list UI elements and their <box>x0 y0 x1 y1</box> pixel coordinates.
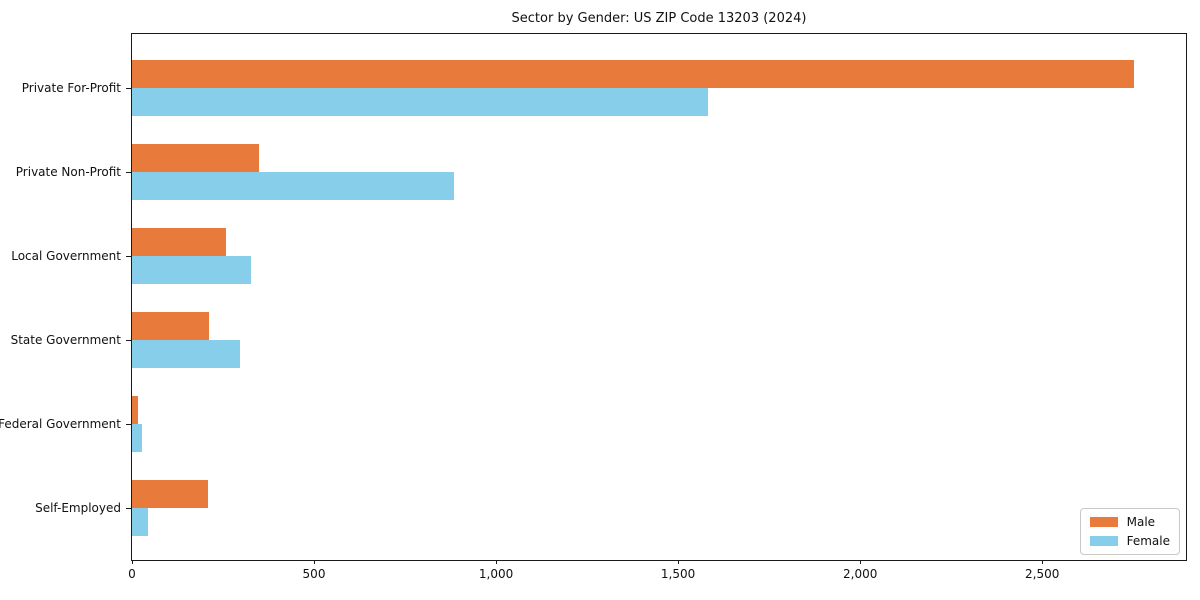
x-tick-label-2-500: 2,500 <box>1025 567 1060 581</box>
bar-male-private-for-profit <box>132 60 1135 88</box>
x-tick-2-000 <box>860 560 862 564</box>
plot-area: Private For-Profit Private Non-Profit Loca… <box>0 33 1187 581</box>
x-tick-1-000 <box>496 560 498 564</box>
legend-label-male: Male <box>1126 515 1156 529</box>
bar-male-state-government <box>132 312 209 340</box>
x-tick-label-1-000: 1,000 <box>478 567 514 581</box>
legend-swatch-male <box>1089 517 1118 527</box>
legend-entry-female: Female <box>1089 534 1170 548</box>
x-tick-label-2-000: 2,000 <box>843 567 878 581</box>
bar-female-self-employed <box>132 508 148 536</box>
x-tick-0 <box>132 560 133 564</box>
legend-entry-male: Male <box>1089 515 1170 529</box>
x-tick-500 <box>314 560 315 564</box>
y-tick-label-private-for-profit: Private For-Profit <box>21 81 121 95</box>
y-tick-label-local-government: Local Government <box>11 249 121 263</box>
bar-female-state-government <box>132 340 240 368</box>
bar-male-federal-government <box>132 396 138 424</box>
legend-swatch-female <box>1089 536 1118 546</box>
y-tick-self-employed <box>126 508 132 509</box>
legend-label-female: Female <box>1126 534 1170 548</box>
y-tick-private-for-profit <box>126 88 132 89</box>
bar-female-private-non-profit <box>132 172 455 200</box>
y-tick-private-non-profit <box>126 172 132 173</box>
x-tick-label-1-500: 1,500 <box>660 567 696 581</box>
y-tick-label-federal-government: Federal Government <box>0 417 121 431</box>
bar-female-local-government <box>132 256 252 284</box>
bar-male-local-government <box>132 228 226 256</box>
x-tick-label-500: 500 <box>302 567 326 581</box>
y-tick-label-private-non-profit: Private Non-Profit <box>15 165 121 179</box>
bar-female-federal-government <box>132 424 142 452</box>
bar-male-private-non-profit <box>132 144 259 172</box>
y-tick-local-government <box>126 256 132 257</box>
x-tick-2-500 <box>1042 560 1044 564</box>
y-tick-label-self-employed: Self-Employed <box>35 501 121 515</box>
chart-title: Sector by Gender: US ZIP Code 13203 (202… <box>511 11 807 26</box>
legend: Male Female <box>1079 508 1180 555</box>
x-tick-label-0: 0 <box>128 567 136 581</box>
bar-female-private-for-profit <box>132 88 708 116</box>
y-tick-federal-government <box>126 424 132 425</box>
y-tick-state-government <box>126 340 132 341</box>
x-tick-1-500 <box>678 560 680 564</box>
y-tick-label-state-government: State Government <box>10 333 121 347</box>
bar-male-self-employed <box>132 480 209 508</box>
